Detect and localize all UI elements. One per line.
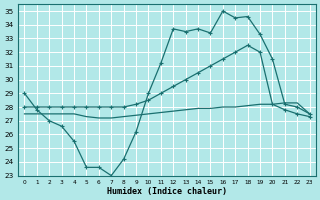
X-axis label: Humidex (Indice chaleur): Humidex (Indice chaleur) [107, 187, 227, 196]
